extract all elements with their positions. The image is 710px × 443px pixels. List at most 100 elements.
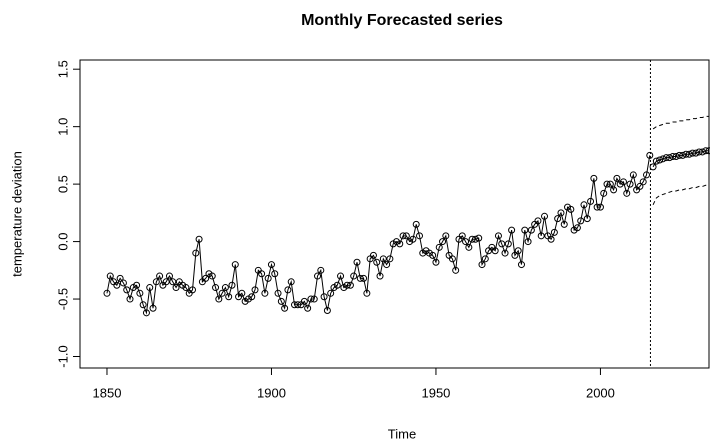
data-point (439, 238, 447, 246)
data-point (142, 309, 150, 317)
data-point (379, 255, 387, 263)
interval-line (652, 115, 709, 130)
data-point (593, 203, 601, 211)
data-point (501, 249, 509, 257)
data-point (202, 274, 210, 282)
data-point (705, 147, 710, 155)
data-point (277, 297, 285, 305)
data-point (642, 171, 650, 179)
data-point (524, 238, 532, 246)
data-point (290, 301, 298, 309)
y-tick-label: -1.0 (55, 345, 70, 367)
y-axis-label: temperature deviation (9, 151, 24, 277)
x-tick-label: 1900 (257, 385, 286, 400)
data-point (281, 304, 289, 312)
data-point (261, 289, 269, 297)
data-point (547, 235, 555, 243)
data-point (133, 281, 141, 289)
data-point (517, 261, 525, 269)
data-point (169, 278, 177, 286)
data-point (221, 284, 229, 292)
data-point (284, 286, 292, 294)
x-tick-label: 1950 (421, 385, 450, 400)
data-point (323, 307, 331, 315)
data-point (189, 286, 197, 294)
data-point (156, 272, 164, 280)
x-tick-label: 1850 (93, 385, 122, 400)
data-point (652, 157, 660, 165)
data-point (396, 240, 404, 248)
data-point (369, 251, 377, 259)
data-point (629, 171, 637, 179)
data-point (675, 151, 683, 159)
data-point (527, 226, 535, 234)
data-point (251, 286, 259, 294)
data-point (287, 278, 295, 286)
data-point (363, 289, 371, 297)
y-tick-label: 1.5 (55, 60, 70, 78)
data-point (534, 217, 542, 225)
data-point (452, 266, 460, 274)
data-point (310, 295, 318, 303)
data-point (376, 272, 384, 280)
data-point (666, 154, 674, 162)
data-point (494, 232, 502, 240)
data-point (350, 272, 358, 280)
data-point (465, 243, 473, 251)
y-tick-label: 0.5 (55, 175, 70, 193)
data-point (541, 212, 549, 220)
data-point (560, 220, 568, 228)
data-point (511, 251, 519, 259)
data-point (402, 232, 410, 240)
data-point (432, 258, 440, 266)
data-point (383, 261, 391, 269)
data-point (682, 150, 690, 158)
data-point (702, 147, 710, 155)
data-point (600, 189, 608, 197)
data-point (152, 278, 160, 286)
data-point (685, 150, 693, 158)
data-point (606, 180, 614, 188)
data-point (116, 274, 124, 282)
data-point (448, 255, 456, 263)
data-point (521, 226, 529, 234)
data-point (123, 286, 131, 294)
data-point (320, 293, 328, 301)
data-point (208, 272, 216, 280)
data-point (692, 149, 700, 157)
chart-title: Monthly Forecasted series (301, 12, 503, 29)
data-point (481, 255, 489, 263)
data-point (498, 240, 506, 248)
data-point (646, 151, 654, 159)
data-point (343, 281, 351, 289)
data-point (698, 148, 706, 156)
data-point (307, 295, 315, 303)
data-point (172, 284, 180, 292)
data-point (149, 304, 157, 312)
data-point (231, 261, 239, 269)
data-point (659, 155, 667, 163)
data-point (649, 163, 657, 171)
data-point (669, 153, 677, 161)
data-point (106, 272, 114, 280)
data-point (113, 281, 121, 289)
data-point (360, 274, 368, 282)
data-point (192, 249, 200, 257)
data-point (623, 189, 631, 197)
data-point (491, 247, 499, 255)
data-point (314, 272, 322, 280)
data-point (656, 156, 664, 164)
data-point (353, 258, 361, 266)
data-point (504, 240, 512, 248)
data-point (274, 289, 282, 297)
x-axis-label: Time (388, 426, 416, 441)
data-point (165, 272, 173, 280)
data-point (610, 186, 618, 194)
data-point (583, 215, 591, 223)
data-point (356, 274, 364, 282)
data-point (475, 234, 483, 242)
data-point (468, 235, 476, 243)
plot-area (103, 60, 710, 368)
data-point (218, 289, 226, 297)
